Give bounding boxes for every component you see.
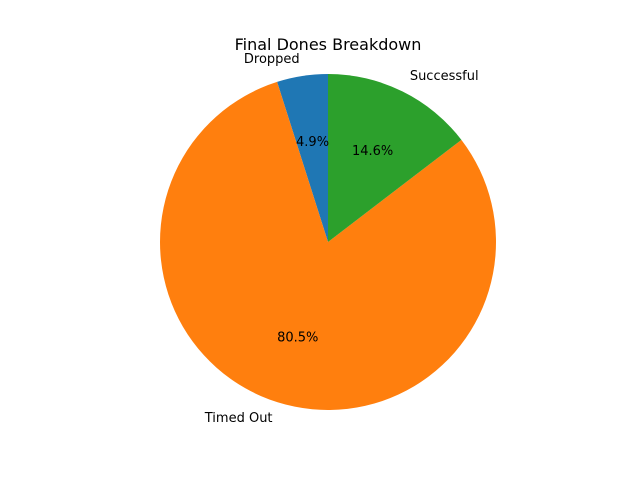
slice-percent-successful: 14.6% [352, 144, 393, 159]
pie-slice-dropped [277, 74, 328, 242]
chart-title: Final Dones Breakdown [235, 35, 422, 54]
slice-label-timed-out: Timed Out [204, 411, 273, 426]
slice-label-successful: Successful [410, 69, 479, 84]
slice-label-dropped: Dropped [244, 52, 300, 67]
pie-slice-timed-out [160, 81, 497, 411]
slice-percent-timed-out: 80.5% [277, 331, 318, 346]
pie-labels: Dropped 4.9% Timed Out 80.5% Successful 14.6% [204, 52, 479, 426]
pie-slice-successful [328, 74, 462, 242]
slice-percent-dropped: 4.9% [296, 135, 329, 150]
pie-slices [160, 74, 497, 411]
